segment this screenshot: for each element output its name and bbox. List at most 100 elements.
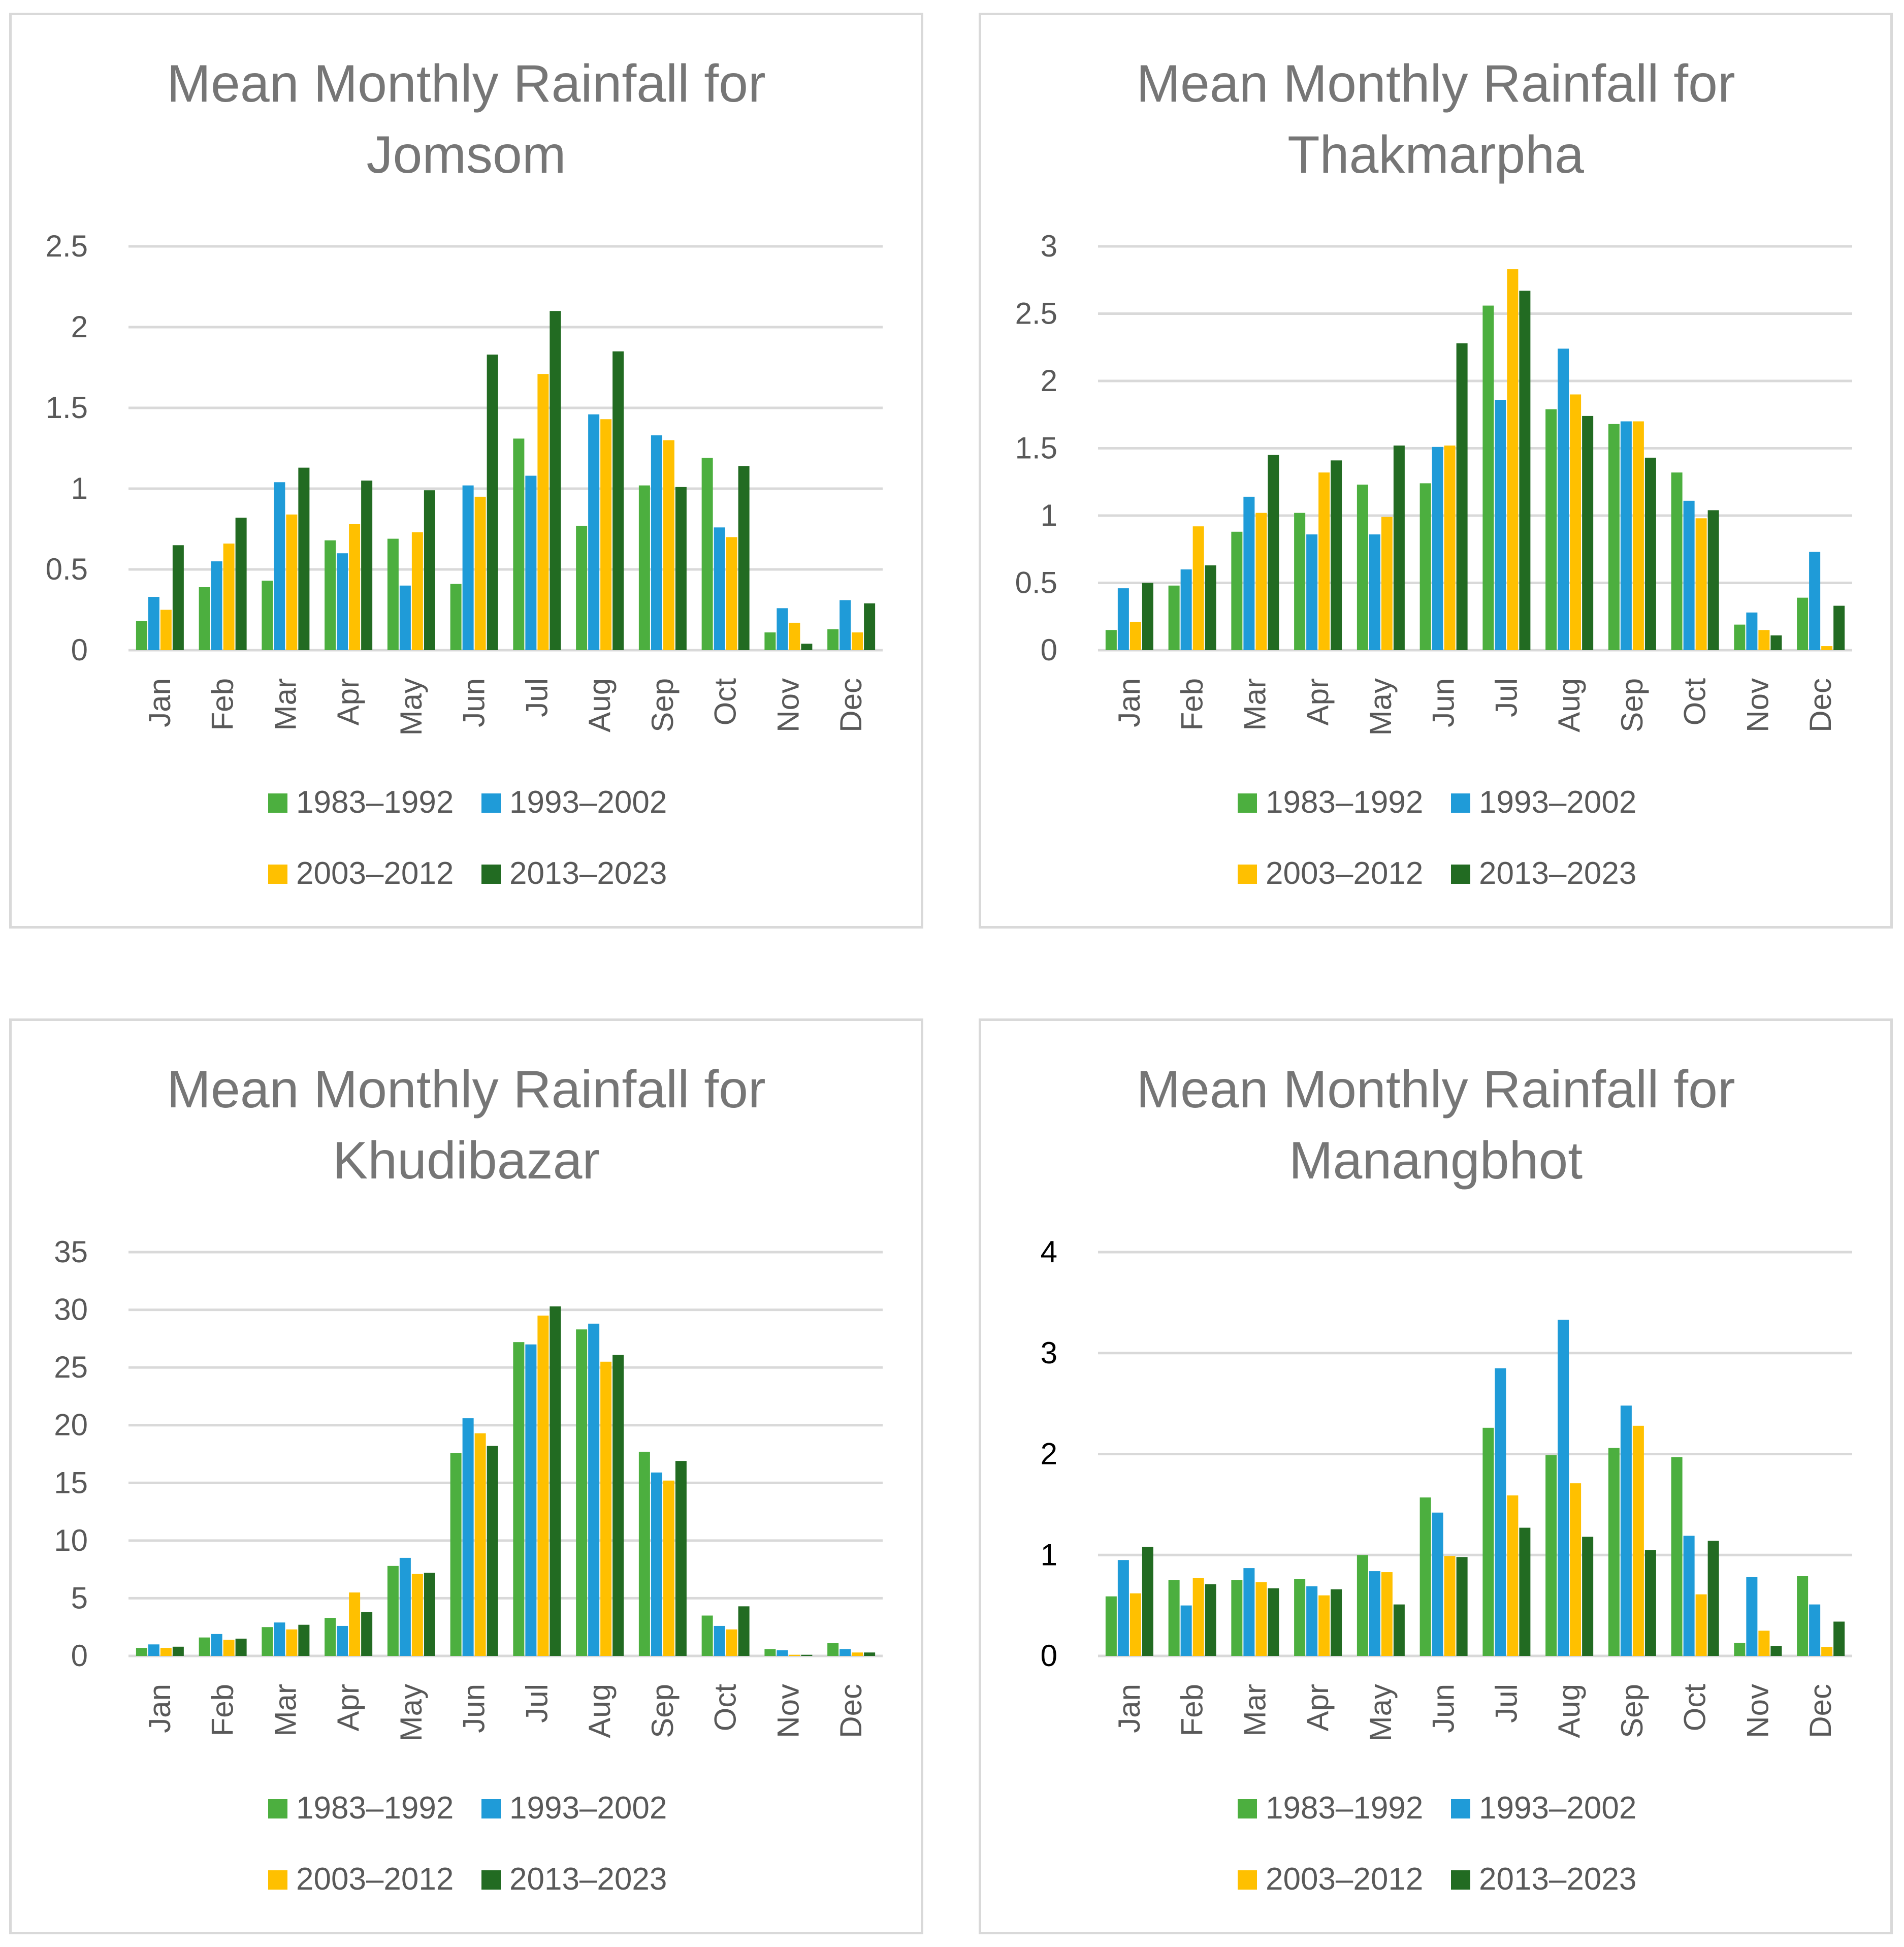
x-tick-label: Jun: [1427, 1684, 1461, 1733]
bar-jan-series-2: [1117, 588, 1129, 650]
legend-swatch-4: [481, 1870, 501, 1890]
bar-aug-series-2: [588, 1323, 600, 1656]
legend-label-2: 1993–2002: [509, 1791, 667, 1826]
legend-swatch-3: [1238, 1870, 1257, 1890]
bar-apr-series-3: [349, 1592, 361, 1656]
bar-may-series-1: [1357, 485, 1368, 650]
x-tick-label: Nov: [1740, 678, 1774, 732]
x-tick-label: Apr: [331, 1684, 365, 1731]
bar-nov-series-3: [1758, 1631, 1770, 1656]
bar-aug-series-3: [1570, 1483, 1582, 1656]
x-tick-label: May: [394, 1684, 428, 1741]
bar-mar-series-2: [274, 1622, 285, 1656]
bar-jan-series-2: [148, 1644, 159, 1656]
bar-oct-series-1: [1671, 472, 1683, 650]
legend-label-3: 2003–2012: [1266, 1862, 1423, 1897]
x-tick-label: Jan: [1112, 678, 1146, 727]
y-tick-label: 25: [54, 1350, 88, 1384]
bar-mar-series-1: [262, 581, 273, 650]
y-tick-label: 2: [1041, 364, 1057, 398]
x-tick-label: May: [394, 678, 428, 736]
y-tick-label: 0: [1041, 633, 1057, 667]
x-tick-label: May: [1364, 678, 1398, 736]
bar-jun-series-1: [1419, 483, 1431, 650]
bar-apr-series-1: [325, 1618, 336, 1656]
x-tick-label: Aug: [583, 1684, 617, 1738]
bar-sep-series-2: [1620, 421, 1632, 650]
bar-jul-series-1: [1482, 305, 1494, 650]
bar-jun-series-1: [450, 1453, 462, 1656]
bar-apr-series-2: [337, 553, 348, 650]
bar-may-series-2: [399, 585, 411, 650]
legend-label-1: 1983–1992: [1266, 1791, 1423, 1826]
bar-nov-series-3: [789, 1654, 800, 1656]
chart-thakmarpha: Mean Monthly Rainfall for Thakmarpha 0 0.5 1…: [1015, 54, 1852, 891]
legend-swatch-2: [1451, 1799, 1470, 1818]
bar-jun-series-4: [1456, 343, 1468, 650]
bar-dec-series-3: [1821, 646, 1833, 650]
bar-jul-series-4: [550, 1306, 561, 1656]
bar-nov-series-4: [801, 1654, 813, 1656]
bar-feb-series-2: [1180, 1605, 1192, 1656]
bar-feb-series-2: [1180, 569, 1192, 650]
x-tick-label: Sep: [646, 678, 680, 732]
bar-jan-series-4: [1142, 583, 1153, 650]
bar-jul-series-1: [513, 1342, 525, 1656]
bar-jun-series-2: [1432, 446, 1443, 650]
bar-dec-series-1: [827, 1643, 839, 1656]
y-tick-label: 2: [1041, 1437, 1057, 1471]
legend-label-4: 2013–2023: [509, 856, 667, 891]
y-tick-label: 35: [54, 1235, 88, 1269]
bar-oct-series-1: [701, 1615, 713, 1656]
x-tick-label: Jan: [143, 1684, 177, 1733]
y-tick-label: 1.5: [1015, 431, 1057, 465]
bar-mar-series-3: [1255, 513, 1267, 650]
bar-mar-series-3: [286, 514, 298, 650]
bar-may-series-3: [1381, 1572, 1393, 1656]
bar-feb-series-4: [1205, 565, 1216, 650]
bar-apr-series-1: [1294, 513, 1306, 650]
bar-jun-series-3: [474, 496, 486, 650]
bar-jan-series-3: [160, 610, 172, 650]
bar-jun-series-4: [487, 355, 498, 650]
legend-swatch-2: [481, 1799, 501, 1818]
bar-jan-series-4: [1142, 1547, 1153, 1656]
bar-may-series-3: [411, 532, 423, 650]
bar-apr-series-1: [1294, 1579, 1306, 1656]
bar-may-series-1: [1357, 1555, 1368, 1656]
legend-swatch-3: [1238, 865, 1257, 884]
chart-manangbhot: Mean Monthly Rainfall for Manangbhot 0 1 2 3 4…: [1041, 1060, 1852, 1897]
bar-apr-series-3: [349, 524, 361, 650]
bar-oct-series-4: [1707, 510, 1719, 650]
bar-dec-series-1: [1797, 597, 1809, 650]
chart-khudibazar: Mean Monthly Rainfall for Khudibazar 0 5 10 1…: [54, 1060, 883, 1897]
bar-may-series-4: [1393, 1604, 1405, 1656]
chart-title-line2: Khudibazar: [333, 1131, 600, 1190]
bar-jan-series-2: [1117, 1560, 1129, 1656]
bar-dec-series-4: [1833, 1621, 1845, 1656]
bar-jul-series-1: [513, 438, 525, 650]
y-tick-label: 4: [1041, 1235, 1057, 1269]
x-tick-label: Jun: [457, 678, 491, 727]
x-tick-label: Oct: [1678, 1684, 1712, 1732]
legend-swatch-4: [1451, 865, 1470, 884]
bar-jan-series-3: [160, 1648, 172, 1656]
bar-aug-series-1: [576, 1329, 588, 1656]
bar-jul-series-2: [1495, 400, 1506, 650]
y-tick-label: 3: [1041, 229, 1057, 263]
bar-oct-series-2: [1683, 500, 1695, 650]
bar-aug-series-3: [600, 419, 612, 650]
bar-aug-series-2: [588, 414, 600, 650]
bar-feb-series-1: [199, 587, 210, 650]
x-tick-label: Dec: [834, 678, 868, 732]
bar-mar-series-1: [1231, 1580, 1243, 1656]
bar-nov-series-1: [764, 632, 776, 650]
bar-mar-series-2: [1243, 496, 1255, 650]
legend-label-2: 1993–2002: [1479, 785, 1636, 820]
bar-oct-series-2: [714, 527, 725, 650]
bar-dec-series-1: [827, 629, 839, 650]
bar-dec-series-4: [1833, 605, 1845, 650]
bar-jun-series-4: [487, 1446, 498, 1656]
bar-jan-series-1: [136, 621, 147, 650]
bar-jul-series-3: [1507, 1495, 1519, 1656]
